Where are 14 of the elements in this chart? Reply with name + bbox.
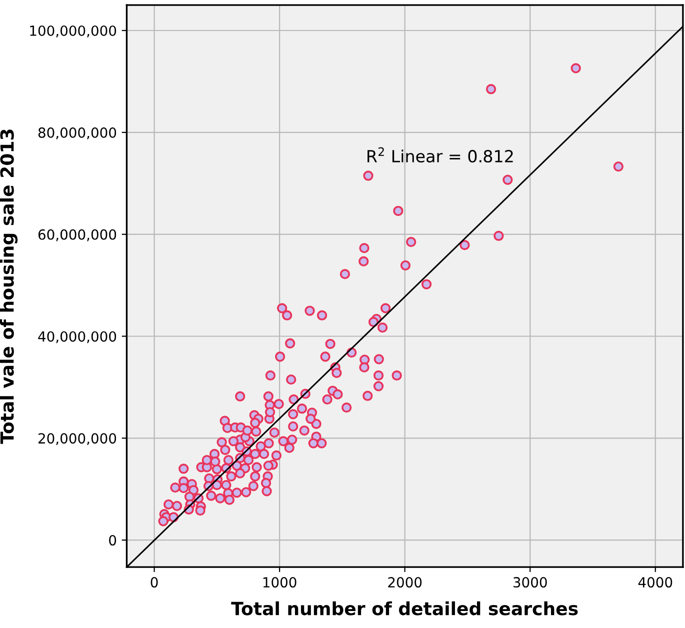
y-tick-label: 60,000,000 (38, 229, 116, 242)
annotation: R$^{2}$ Linear = 0.812 (368, 147, 513, 163)
x-tick-label: 0 (150, 577, 158, 588)
x-tick-label: 4000 (638, 577, 672, 588)
y-tick-label: 20,000,000 (38, 433, 116, 446)
y-tick-label: 80,000,000 (38, 127, 116, 140)
y-tick-label: 40,000,000 (38, 331, 116, 344)
x-tick-label: 3000 (513, 577, 547, 588)
y-tick-label: 0 (109, 535, 116, 546)
y-tick-label: 100,000,000 (30, 25, 116, 38)
x-tick-label: 2000 (388, 577, 422, 588)
x-tick-label: 1000 (263, 577, 296, 588)
x-axis-title: Total number of detailed searches (231, 601, 578, 616)
y-axis-title: Total vale of housing sale 2013 (0, 130, 18, 444)
